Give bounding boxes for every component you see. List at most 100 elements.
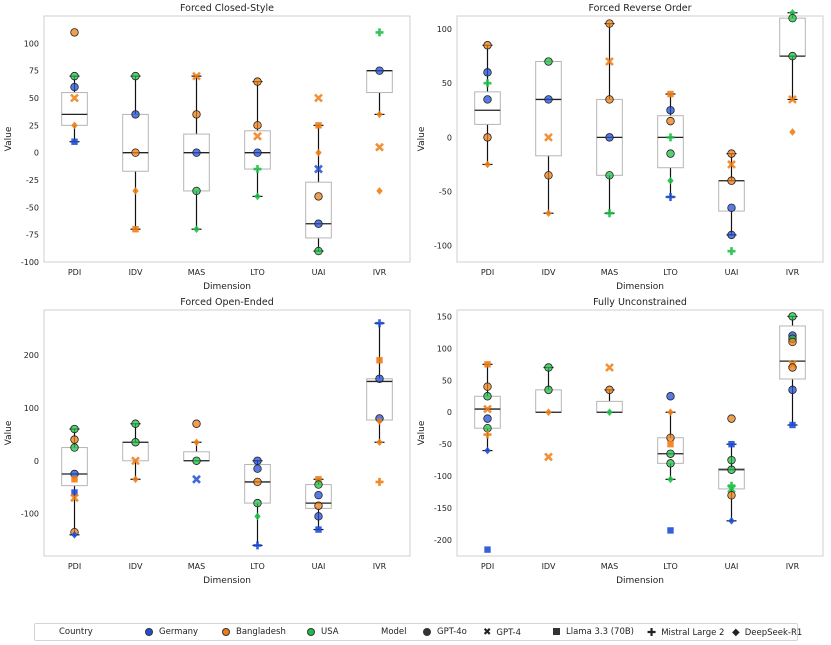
box-idv [122,113,149,172]
x-tick-label: UAI [725,562,739,571]
data-point-bangladesh-gpt-4 [70,93,79,103]
y-tick-label: -50 [26,203,39,212]
legend-label-gpt-4o: GPT-4o [437,627,467,637]
y-tick-label: -50 [439,188,452,197]
x-tick-label: PDI [481,268,494,277]
mistral-plus-icon: ✚ [647,626,657,639]
data-point-bangladesh-mistral-large-2 [483,430,492,439]
data-point-usa-gpt-4o [666,149,675,158]
data-point-usa-gpt-4o [131,438,140,447]
legend-item-germany: Germany [145,627,198,638]
y-tick-label: -25 [26,176,39,185]
data-point-bangladesh-gpt-4o [253,121,262,130]
x-tick-label: LTO [250,268,265,277]
data-point-bangladesh-gpt-4o [788,363,797,372]
data-point-germany-gpt-4o [666,106,675,115]
data-point-bangladesh-gpt-4 [375,142,384,152]
data-point-germany-deepseek-r1 [484,446,491,455]
legend-label-gpt-4: GPT-4 [496,628,521,638]
data-point-bangladesh-gpt-4o [727,176,736,185]
data-point-usa-gpt-4o [666,449,675,458]
data-point-usa-deepseek-r1 [667,475,674,484]
legend-label-mistral: Mistral Large 2 [661,628,725,638]
plot-area [456,309,824,557]
data-point-bangladesh-gpt-4 [314,93,323,103]
y-tick-label: -100 [434,472,452,481]
y-tick-label: 100 [437,25,452,34]
x-tick-label: LTO [663,268,678,277]
data-point-usa-gpt-4 [727,484,736,494]
legend: Country Germany Bangladesh USA Model GPT… [34,623,802,641]
x-axis-label: Dimension [616,282,664,292]
data-point-usa-mistral-large-2 [727,247,736,256]
y-tick-label: -50 [439,440,452,449]
data-point-bangladesh-llama-3-3-70b [484,361,491,368]
x-tick-label: UAI [312,562,326,571]
data-point-bangladesh-gpt-4o [314,192,323,201]
legend-label-usa: USA [321,627,339,637]
data-point-usa-gpt-4o [70,424,79,434]
x-tick-label: LTO [250,562,265,571]
x-tick-label: IDV [542,562,556,571]
legend-label-deepseek: DeepSeek-R1 [744,628,803,638]
y-axis-label: Value [417,420,427,445]
data-point-bangladesh-llama-3-3-70b [376,357,383,364]
y-tick-label: -100 [21,510,39,519]
data-point-usa-gpt-4o [70,443,79,452]
data-point-bangladesh-deepseek-r1 [789,128,796,136]
legend-label-germany: Germany [159,627,199,637]
data-point-bangladesh-gpt-4o [605,19,614,28]
data-point-bangladesh-deepseek-r1 [484,160,491,169]
chart-title: Forced Reverse Order [589,3,692,14]
usa-swatch-icon [307,627,315,636]
y-tick-label: 0 [34,457,39,466]
x-axis-label: Dimension [203,282,251,292]
data-point-germany-gpt-4o [131,110,140,119]
legend-item-deepseek: ◆ DeepSeek-R1 [732,627,802,639]
data-point-usa-deepseek-r1 [254,192,261,201]
data-point-usa-mistral-large-2 [375,28,384,37]
gpt-4o-marker-icon [423,627,431,636]
y-tick-label: 150 [437,312,452,321]
y-axis-label: Value [4,420,14,445]
chart-panel-forced-open-ended: Forced Open-Ended Dimension Value -100 0 100 2… [4,297,411,586]
box-idv [535,61,562,157]
data-point-bangladesh-deepseek-r1 [315,148,322,157]
y-tick-label: 50 [442,79,452,88]
data-point-germany-gpt-4o [483,95,492,104]
data-point-germany-llama-3-3-70b [71,489,78,496]
y-tick-label: -150 [434,504,452,513]
llama-square-icon [553,628,560,635]
data-point-bangladesh-gpt-4o [727,149,736,158]
data-point-bangladesh-mistral-large-2 [375,477,384,486]
box-mas [183,133,210,192]
legend-item-llama: Llama 3.3 (70B) [553,627,634,638]
data-point-bangladesh-gpt-4 [192,71,201,81]
data-point-germany-deepseek-r1 [728,517,735,525]
data-point-germany-llama-3-3-70b [728,440,735,448]
x-tick-label: PDI [68,562,81,571]
data-point-usa-gpt-4o [727,455,736,465]
data-point-bangladesh-gpt-4o [192,419,201,428]
data-point-bangladesh-gpt-4o [131,148,140,157]
data-point-bangladesh-llama-3-3-70b [667,90,674,98]
data-point-usa-gpt-4o [192,186,201,196]
data-point-bangladesh-gpt-4o [605,95,614,104]
x-tick-label: UAI [725,268,739,277]
y-tick-label: 0 [34,149,39,158]
data-point-usa-deepseek-r1 [193,225,200,233]
x-tick-label: MAS [601,268,618,277]
x-tick-label: PDI [481,562,494,571]
data-point-bangladesh-deepseek-r1 [376,187,383,195]
data-point-germany-gpt-4o [253,148,262,157]
data-point-germany-gpt-4o [544,95,553,104]
legend-item-gpt-4: ✖ GPT-4 [483,627,521,639]
y-axis-label: Value [417,126,427,151]
legend-label-llama: Llama 3.3 (70B) [566,627,634,637]
x-axis-label: Dimension [203,576,251,586]
y-tick-label: -100 [434,242,452,251]
data-point-bangladesh-gpt-4 [483,404,492,414]
data-point-usa-gpt-4o [131,71,140,81]
data-point-bangladesh-gpt-4o [727,414,736,423]
data-point-bangladesh-gpt-4o [483,382,492,391]
